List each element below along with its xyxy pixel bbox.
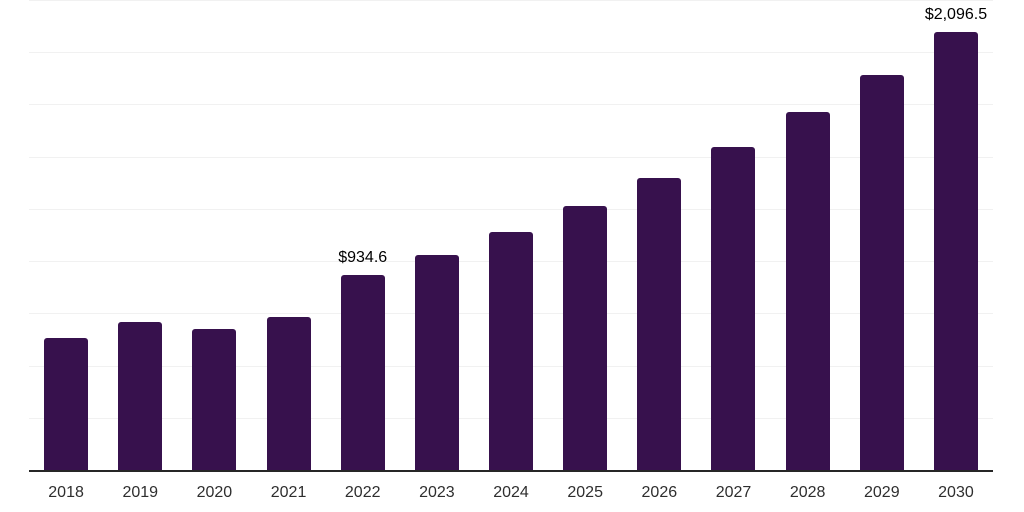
- bars-row: $934.6 $2,096.5: [29, 0, 993, 470]
- x-tick-label-2024: 2024: [493, 484, 529, 501]
- x-tick-label-2019: 2019: [122, 484, 159, 501]
- gridline: [29, 52, 993, 54]
- bar-2021: [266, 316, 311, 470]
- bar-2019: [118, 322, 163, 470]
- x-axis-labels: 2018 2019 2020 2021 2022 2023 2024 2025 2026 2027…: [29, 484, 993, 502]
- bar-2028: [785, 112, 830, 470]
- bar-2027: [711, 146, 756, 470]
- bar-slot-2030: $2,096.5: [919, 0, 993, 470]
- x-tick-label-2021: 2021: [270, 484, 307, 501]
- gridline: [29, 0, 993, 1]
- x-tick-label-2028: 2028: [789, 484, 826, 501]
- bar-2023: [414, 254, 459, 470]
- bar-slot-2026: [622, 0, 696, 470]
- x-tick-label-2025: 2025: [567, 484, 603, 501]
- bar-slot-2024: [474, 0, 548, 470]
- gridline: [29, 156, 993, 158]
- bar-2026: [637, 177, 682, 470]
- gridline: [29, 104, 993, 106]
- bar-2022: [340, 274, 385, 470]
- gridline: [29, 208, 993, 210]
- x-tick-label-2030: 2030: [938, 484, 974, 501]
- bar-2029: [859, 75, 904, 470]
- bar-value-label-2030: $2,096.5: [924, 6, 988, 24]
- x-tick-label-2026: 2026: [641, 484, 678, 501]
- x-tick-label-2027: 2027: [715, 484, 752, 501]
- bar-slot-2020: [177, 0, 251, 470]
- bar-slot-2029: [845, 0, 919, 470]
- x-axis-line: [29, 470, 993, 472]
- bar-2024: [489, 231, 534, 470]
- bar-slot-2019: [103, 0, 177, 470]
- bar-slot-2023: [400, 0, 474, 470]
- bar-slot-2025: [548, 0, 622, 470]
- bar-slot-2018: [29, 0, 103, 470]
- x-tick-label-2022: 2022: [344, 484, 381, 501]
- x-tick-label-2020: 2020: [196, 484, 233, 501]
- plot-area: $934.6 $2,096.5: [29, 0, 993, 470]
- bar-slot-2027: [696, 0, 770, 470]
- bar-value-label-2022: $934.6: [338, 248, 388, 266]
- bar-slot-2022: $934.6: [326, 0, 400, 470]
- bar-slot-2021: [251, 0, 325, 470]
- bar-2020: [192, 329, 237, 470]
- bar-slot-2028: [771, 0, 845, 470]
- x-tick-label-2018: 2018: [48, 484, 84, 501]
- bar-2018: [44, 337, 89, 470]
- x-tick-label-2029: 2029: [864, 484, 900, 501]
- bar-2030: [933, 32, 978, 470]
- bar-2025: [563, 206, 608, 470]
- x-tick-label-2023: 2023: [419, 484, 455, 501]
